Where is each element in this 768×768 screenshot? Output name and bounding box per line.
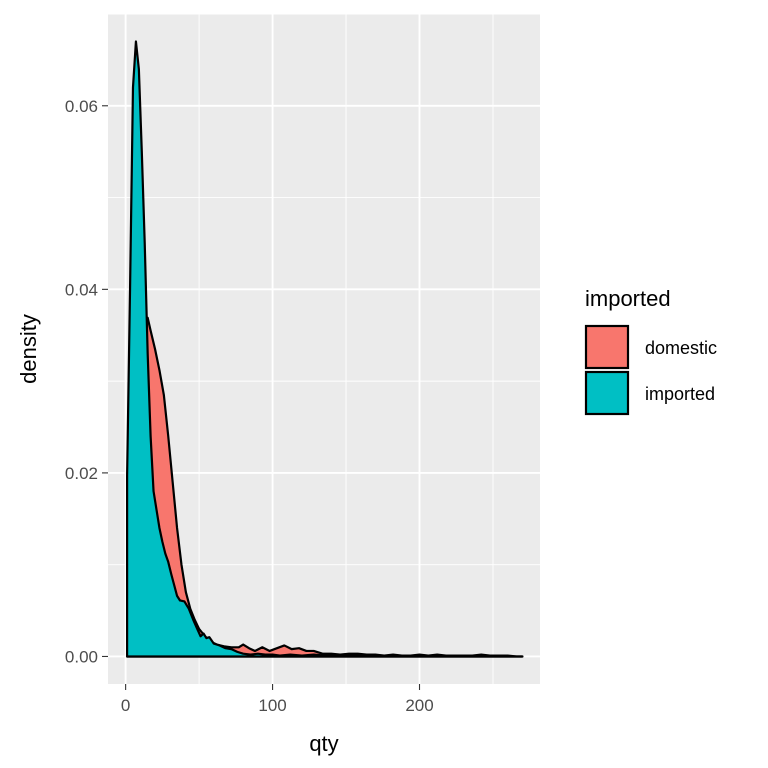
legend: imported domestic imported bbox=[584, 286, 717, 416]
axes: 0 100 200 0.00 0.02 0.04 0.06 bbox=[65, 97, 434, 715]
legend-key-domestic bbox=[584, 324, 630, 370]
y-axis-title: density bbox=[16, 314, 41, 384]
legend-label-domestic: domestic bbox=[645, 338, 717, 358]
x-axis-title: qty bbox=[309, 731, 338, 756]
legend-label-imported: imported bbox=[645, 384, 715, 404]
x-tick-label: 0 bbox=[121, 696, 130, 715]
y-tick-label: 0.06 bbox=[65, 97, 98, 116]
legend-items: domestic imported bbox=[584, 324, 717, 416]
density-area-imported bbox=[126, 40, 524, 658]
legend-title: imported bbox=[585, 286, 671, 311]
y-tick-label: 0.00 bbox=[65, 647, 98, 666]
y-tick-label: 0.02 bbox=[65, 464, 98, 483]
legend-key-imported bbox=[584, 370, 630, 416]
x-tick-label: 100 bbox=[258, 696, 286, 715]
density-areas bbox=[126, 40, 524, 658]
y-tick-label: 0.04 bbox=[65, 280, 98, 299]
x-tick-label: 200 bbox=[405, 696, 433, 715]
